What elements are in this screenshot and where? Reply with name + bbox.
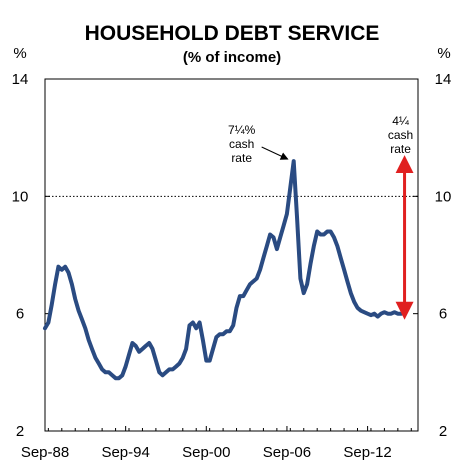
y-tick-label-right: 10 — [435, 188, 452, 205]
debt-service-line — [43, 159, 404, 381]
y-tick-label-left: 6 — [16, 306, 24, 323]
annotation-4-25-label: 4¼ — [392, 114, 410, 128]
x-tick-label: Sep-00 — [182, 444, 230, 461]
x-tick-label: Sep-88 — [21, 444, 69, 461]
left-unit-label: % — [13, 45, 26, 62]
chart-subtitle: (% of income) — [183, 49, 281, 66]
y-axis-right: 2 6 10 14 — [413, 71, 451, 440]
y-axis-left: 2 6 10 14 — [12, 71, 50, 440]
y-tick-label-left: 14 — [12, 71, 29, 88]
y-tick-label-right: 2 — [439, 423, 447, 440]
x-tick-label: Sep-94 — [101, 444, 149, 461]
y-tick-label-right: 14 — [435, 71, 452, 88]
y-tick-label-right: 6 — [439, 306, 447, 323]
chart-title: HOUSEHOLD DEBT SERVICE — [85, 22, 380, 45]
x-tick-label: Sep-06 — [263, 444, 311, 461]
plot-frame — [44, 78, 419, 432]
annotation-4-25-label: cash — [388, 128, 413, 142]
annotation-4-25-label: rate — [390, 142, 411, 156]
x-axis: Sep-88 Sep-94 Sep-00 Sep-06 Sep-12 — [21, 426, 412, 461]
y-tick-label-left: 10 — [12, 188, 29, 205]
y-tick-label-left: 2 — [16, 423, 24, 440]
annotation-7-25-arrow — [261, 146, 289, 160]
series-layer — [43, 159, 404, 381]
annotation-7-25-label: cash — [229, 137, 254, 151]
annotation-7-25-label: 7¼% — [228, 123, 256, 137]
annotation-7-25-label: rate — [231, 151, 252, 165]
right-unit-label: % — [437, 45, 450, 62]
x-tick-label: Sep-12 — [343, 444, 391, 461]
